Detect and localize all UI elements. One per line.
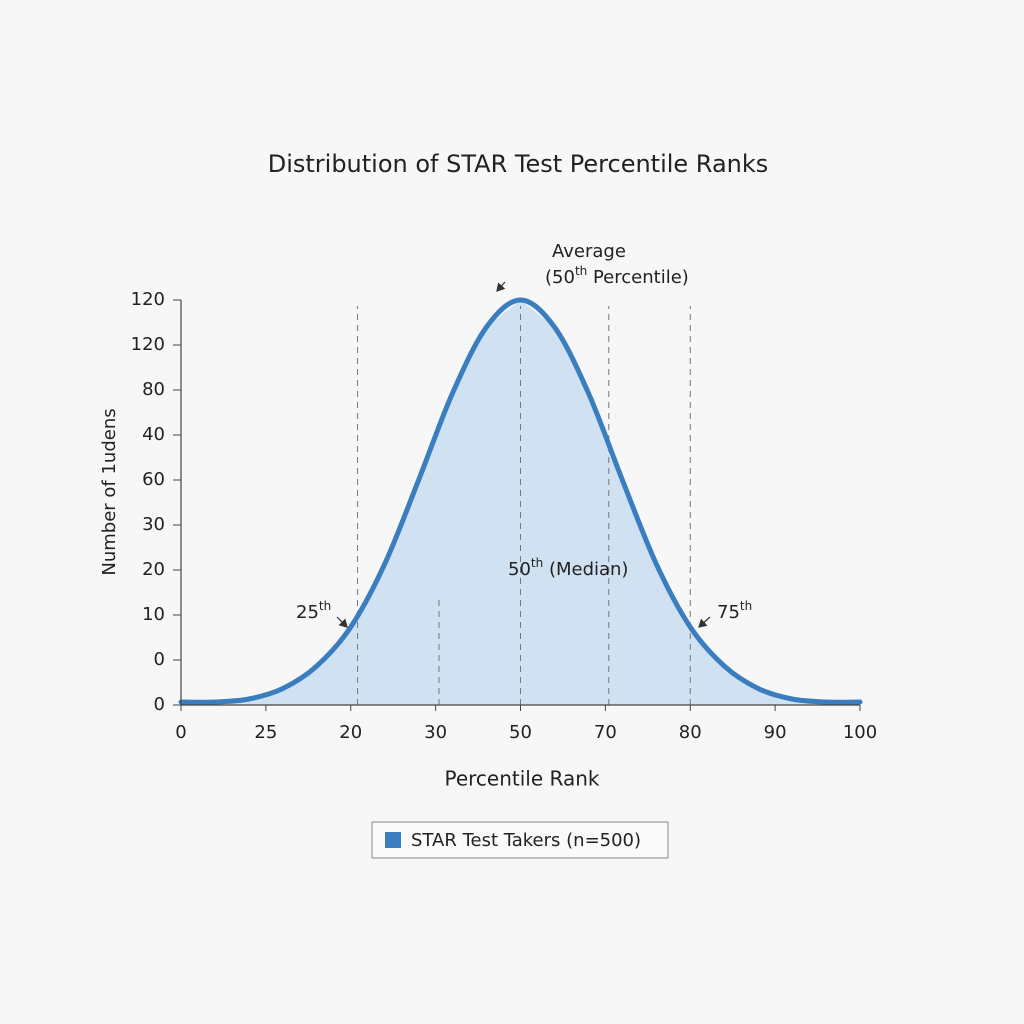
y-tick-label: 30 — [142, 514, 165, 535]
annotation-superscript: th — [319, 599, 331, 613]
y-tick-label: 0 — [154, 649, 165, 670]
y-tick-label: 40 — [142, 424, 165, 445]
y-tick-label: 120 — [131, 289, 165, 310]
annotation-text: 50 — [508, 559, 531, 580]
x-tick-label: 80 — [679, 722, 702, 743]
annotation-text: 75 — [717, 602, 740, 623]
annotation-text: (Median) — [543, 559, 628, 580]
y-tick-label: 0 — [154, 694, 165, 715]
x-tick-label: 30 — [424, 722, 447, 743]
x-tick-label: 50 — [509, 722, 532, 743]
x-tick-label: 100 — [843, 722, 877, 743]
chart-title: Distribution of STAR Test Percentile Ran… — [268, 150, 769, 178]
annotation-text: 25 — [296, 602, 319, 623]
legend-swatch — [385, 832, 401, 848]
y-axis-label: Number of 1udens — [99, 408, 120, 575]
annotation: 75th — [717, 599, 752, 624]
annotation-text: Percentile) — [587, 267, 689, 288]
legend-box — [371, 821, 669, 859]
annotation-arrow — [336, 616, 348, 628]
annotation-arrow — [496, 281, 506, 292]
y-tick-label: 60 — [142, 469, 165, 490]
annotation: Average — [552, 241, 626, 262]
annotation-superscript: th — [740, 599, 752, 613]
x-tick-label: 90 — [764, 722, 787, 743]
y-tick-label: 20 — [142, 559, 165, 580]
x-tick-label: 0 — [175, 722, 186, 743]
annotation-superscript: th — [531, 556, 543, 570]
annotation-arrow — [698, 616, 711, 628]
curve — [178, 297, 863, 705]
x-axis-label: Percentile Rank — [445, 767, 600, 791]
y-tick-label: 80 — [142, 379, 165, 400]
legend-label: STAR Test Takers (n=500) — [411, 830, 641, 851]
x-tick-label: 70 — [594, 722, 617, 743]
annotation: 25th — [296, 599, 331, 624]
annotation-text: (50 — [545, 267, 575, 288]
y-tick-label: 10 — [142, 604, 165, 625]
annotation: 50th (Median) — [508, 556, 628, 581]
x-tick-label: 25 — [254, 722, 277, 743]
annotation-superscript: th — [575, 264, 587, 278]
annotation: (50th Percentile) — [545, 264, 689, 289]
x-tick-label: 20 — [339, 722, 362, 743]
annotation-text: Average — [552, 241, 626, 262]
y-tick-label: 120 — [131, 334, 165, 355]
